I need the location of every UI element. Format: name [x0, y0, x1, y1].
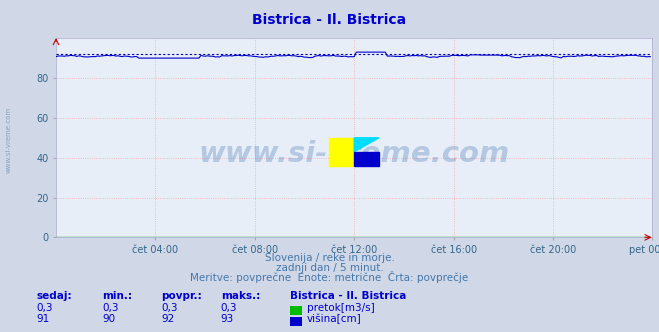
Text: Bistrica - Il. Bistrica: Bistrica - Il. Bistrica: [252, 13, 407, 27]
Text: Bistrica - Il. Bistrica: Bistrica - Il. Bistrica: [290, 291, 407, 301]
Text: povpr.:: povpr.:: [161, 291, 202, 301]
Text: www.si-vreme.com: www.si-vreme.com: [5, 106, 12, 173]
Text: sedaj:: sedaj:: [36, 291, 72, 301]
Text: 93: 93: [221, 314, 234, 324]
Text: višina[cm]: višina[cm]: [307, 314, 362, 324]
Text: Slovenija / reke in morje.: Slovenija / reke in morje.: [264, 253, 395, 263]
Text: pretok[m3/s]: pretok[m3/s]: [307, 303, 375, 313]
Text: maks.:: maks.:: [221, 291, 260, 301]
Text: Meritve: povprečne  Enote: metrične  Črta: povprečje: Meritve: povprečne Enote: metrične Črta:…: [190, 271, 469, 283]
Text: 91: 91: [36, 314, 49, 324]
Text: min.:: min.:: [102, 291, 132, 301]
Text: 90: 90: [102, 314, 115, 324]
Text: 0,3: 0,3: [102, 303, 119, 313]
Text: 0,3: 0,3: [221, 303, 237, 313]
Text: 0,3: 0,3: [36, 303, 53, 313]
Text: 0,3: 0,3: [161, 303, 178, 313]
Bar: [330, 138, 354, 166]
Text: 92: 92: [161, 314, 175, 324]
Bar: [354, 152, 379, 166]
Text: zadnji dan / 5 minut.: zadnji dan / 5 minut.: [275, 263, 384, 273]
Polygon shape: [354, 138, 379, 152]
Text: www.si-vreme.com: www.si-vreme.com: [198, 140, 510, 168]
